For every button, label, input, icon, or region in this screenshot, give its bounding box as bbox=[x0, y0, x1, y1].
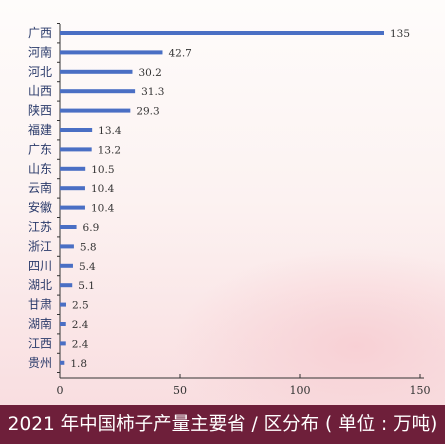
category-label: 河北 bbox=[28, 65, 52, 79]
category-label: 江苏 bbox=[28, 220, 52, 234]
category-label: 浙江 bbox=[28, 239, 52, 253]
category-label: 广西 bbox=[28, 26, 52, 40]
category-label: 陕西 bbox=[28, 103, 52, 118]
category-label: 安徽 bbox=[28, 200, 52, 215]
category-label: 云南 bbox=[28, 180, 52, 195]
category-label: 广东 bbox=[28, 142, 52, 156]
category-label: 湖南 bbox=[28, 316, 52, 331]
x-tick-label: 150 bbox=[410, 384, 431, 397]
value-label: 13.2 bbox=[98, 144, 121, 156]
bar bbox=[60, 31, 384, 35]
category-label: 四川 bbox=[28, 259, 52, 273]
bar-chart: 广西 135 河南 42.7 河北 30.2 山西 31.3 陕西 29.3 福建 13.4 广东 13.… bbox=[28, 23, 431, 397]
value-label: 10.5 bbox=[91, 164, 114, 176]
bar bbox=[60, 108, 131, 113]
value-label: 13.4 bbox=[98, 125, 122, 137]
bar bbox=[60, 89, 136, 94]
category-label: 山西 bbox=[28, 84, 52, 98]
bar bbox=[60, 302, 66, 307]
bar bbox=[60, 50, 163, 55]
bar bbox=[60, 341, 66, 346]
bar bbox=[60, 244, 74, 249]
bar bbox=[60, 322, 66, 326]
bar bbox=[60, 128, 93, 132]
bar bbox=[60, 69, 133, 74]
bar bbox=[60, 263, 73, 268]
value-label: 29.3 bbox=[136, 106, 159, 118]
category-label: 河南 bbox=[28, 44, 52, 59]
value-label: 5.4 bbox=[79, 261, 96, 273]
value-label: 5.1 bbox=[78, 280, 95, 292]
value-label: 31.3 bbox=[141, 86, 164, 98]
value-label: 10.4 bbox=[91, 183, 115, 195]
bar bbox=[60, 225, 77, 229]
category-label: 福建 bbox=[28, 122, 52, 137]
value-label: 10.4 bbox=[91, 203, 115, 215]
bar bbox=[60, 166, 86, 171]
value-label: 6.9 bbox=[83, 222, 100, 234]
category-label: 江西 bbox=[28, 336, 52, 350]
x-tick-label: 50 bbox=[173, 384, 187, 397]
value-label: 2.4 bbox=[72, 319, 89, 331]
category-label: 甘肃 bbox=[28, 298, 52, 312]
bar bbox=[60, 205, 85, 210]
x-tick-label: 100 bbox=[290, 384, 311, 397]
value-label: 2.5 bbox=[72, 300, 89, 312]
bar bbox=[60, 283, 73, 288]
x-tick-label: 0 bbox=[57, 384, 64, 397]
value-label: 135 bbox=[390, 28, 410, 40]
value-label: 30.2 bbox=[138, 67, 161, 79]
bar bbox=[60, 360, 65, 365]
category-label: 贵州 bbox=[28, 356, 52, 370]
value-label: 42.7 bbox=[168, 47, 191, 59]
bar bbox=[60, 186, 85, 191]
bar bbox=[60, 147, 92, 152]
value-label: 5.8 bbox=[80, 241, 97, 253]
value-label: 1.8 bbox=[70, 358, 87, 370]
chart-title: 2021 年中国柿子产量主要省 / 区分布 ( 单位 : 万吨) bbox=[0, 405, 445, 444]
value-label: 2.4 bbox=[72, 338, 89, 350]
category-label: 山东 bbox=[28, 162, 52, 176]
category-label: 湖北 bbox=[28, 277, 52, 292]
